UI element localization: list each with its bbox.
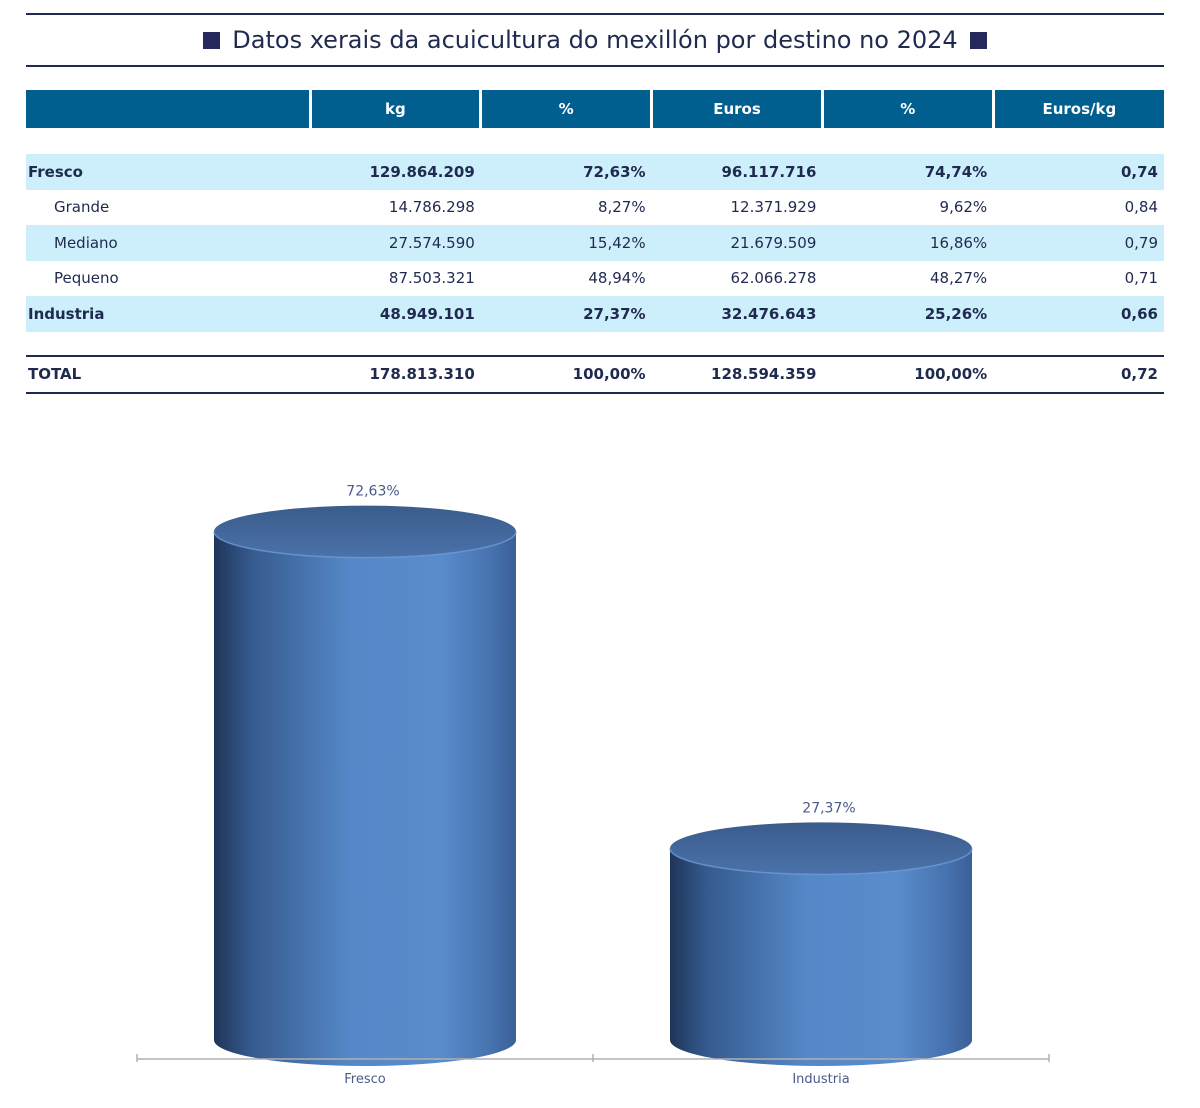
cell-pct-kg: 48,94% xyxy=(480,260,652,296)
title-bar: Datos xerais da acuicultura do mexillón … xyxy=(26,13,1164,67)
cylinder-rim xyxy=(669,848,973,876)
cell-kg: 48.949.101 xyxy=(310,296,481,332)
page-title: Datos xerais da acuicultura do mexillón … xyxy=(232,26,958,54)
header-euros-kg: Euros/kg xyxy=(991,90,1164,128)
cylinder-bar-chart: 72,63% 27,37% Fresco Industria xyxy=(136,484,1050,1087)
data-label: 27,37% xyxy=(802,800,855,816)
row-label: Grande xyxy=(26,189,310,225)
row-label: Fresco xyxy=(26,154,310,190)
cell-pct-euros: 16,86% xyxy=(822,225,994,261)
cell-pct-euros: 48,27% xyxy=(822,260,994,296)
header-euros: Euros xyxy=(650,90,823,128)
cylinder-bar-industria xyxy=(669,822,973,1066)
cell-euros: 21.679.509 xyxy=(651,225,823,261)
row-label: Pequeno xyxy=(26,260,310,296)
table-row: Grande 14.786.298 8,27% 12.371.929 9,62%… xyxy=(26,189,1164,225)
total-row: TOTAL 178.813.310 100,00% 128.594.359 10… xyxy=(26,354,1164,394)
total-pct-kg: 100,00% xyxy=(480,354,652,394)
total-pct-euros: 100,00% xyxy=(822,354,994,394)
header-kg: kg xyxy=(308,90,481,128)
row-label: Industria xyxy=(26,296,310,332)
cell-kg: 27.574.590 xyxy=(310,225,481,261)
cell-euros-kg: 0,71 xyxy=(993,260,1164,296)
total-label: TOTAL xyxy=(26,354,310,394)
title-square-left-icon xyxy=(203,31,221,49)
table-row: Industria 48.949.101 27,37% 32.476.643 2… xyxy=(26,296,1164,332)
cell-pct-euros: 25,26% xyxy=(822,296,994,332)
cylinder-top xyxy=(214,505,516,558)
cell-pct-kg: 72,63% xyxy=(480,154,652,190)
cell-kg: 129.864.209 xyxy=(310,154,481,190)
table-row: Fresco 129.864.209 72,63% 96.117.716 74,… xyxy=(26,154,1164,190)
cell-euros-kg: 0,66 xyxy=(993,296,1164,332)
cylinder-top xyxy=(670,822,972,875)
total-kg: 178.813.310 xyxy=(310,354,481,394)
cylinder-rim xyxy=(213,531,517,559)
cylinder-bar-fresco xyxy=(213,505,517,1066)
cell-pct-kg: 15,42% xyxy=(480,225,652,261)
cell-pct-euros: 9,62% xyxy=(822,189,994,225)
cylinder-body xyxy=(214,531,516,1066)
cell-euros: 96.117.716 xyxy=(651,154,823,190)
table-header-row: kg % Euros % Euros/kg xyxy=(26,90,1164,128)
spacer xyxy=(26,128,1164,154)
cell-euros-kg: 0,74 xyxy=(993,154,1164,190)
cell-pct-kg: 8,27% xyxy=(480,189,652,225)
cell-kg: 87.503.321 xyxy=(310,260,481,296)
cell-euros: 12.371.929 xyxy=(651,189,823,225)
cell-euros: 62.066.278 xyxy=(651,260,823,296)
data-table: kg % Euros % Euros/kg Fresco 129.864.209… xyxy=(26,90,1164,394)
cell-pct-euros: 74,74% xyxy=(822,154,994,190)
header-pct-euros: % xyxy=(820,90,994,128)
data-label: 72,63% xyxy=(346,484,399,500)
table-row: Mediano 27.574.590 15,42% 21.679.509 16,… xyxy=(26,225,1164,261)
total-euros-kg: 0,72 xyxy=(993,354,1164,394)
cell-euros-kg: 0,84 xyxy=(993,189,1164,225)
cell-euros: 32.476.643 xyxy=(651,296,823,332)
cell-pct-kg: 27,37% xyxy=(480,296,652,332)
category-label: Industria xyxy=(792,1072,849,1087)
spacer xyxy=(26,332,1164,356)
header-label xyxy=(26,90,310,128)
cell-kg: 14.786.298 xyxy=(310,189,481,225)
title-square-right-icon xyxy=(969,31,987,49)
header-pct-kg: % xyxy=(479,90,652,128)
cell-euros-kg: 0,79 xyxy=(993,225,1164,261)
cylinder-body xyxy=(670,848,972,1066)
table-row: Pequeno 87.503.321 48,94% 62.066.278 48,… xyxy=(26,260,1164,296)
category-label: Fresco xyxy=(344,1072,386,1087)
total-euros: 128.594.359 xyxy=(651,354,823,394)
row-label: Mediano xyxy=(26,225,310,261)
